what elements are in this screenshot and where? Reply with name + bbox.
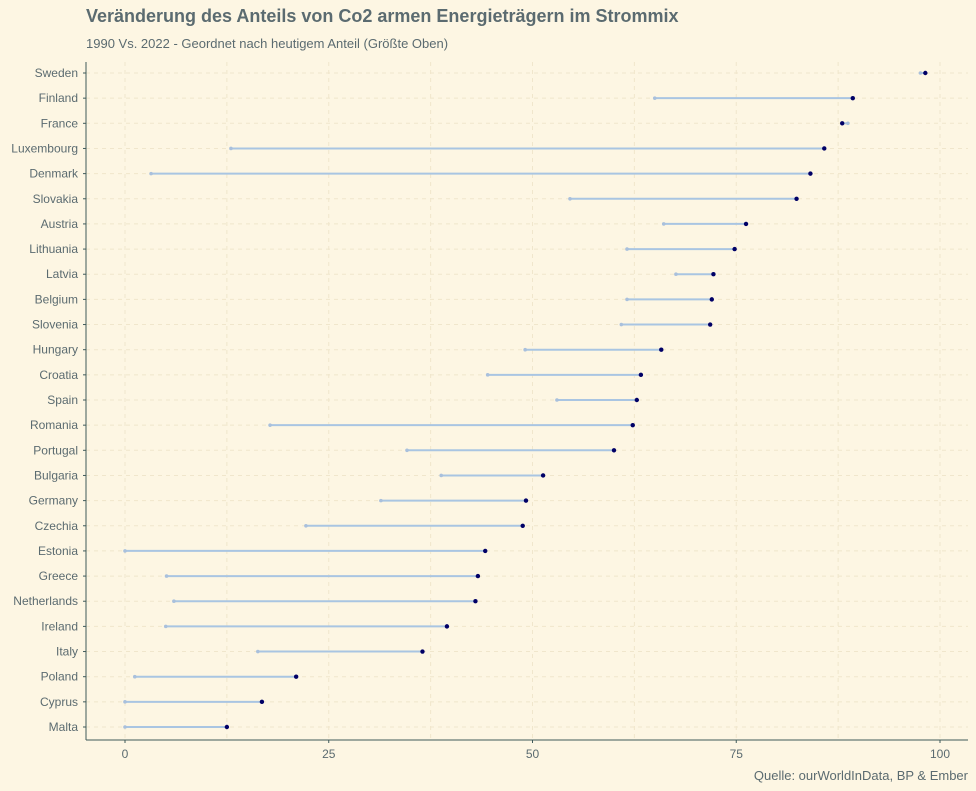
point-2022	[293, 674, 299, 679]
y-tick-label: Hungary	[33, 343, 78, 357]
y-tick-label: Austria	[41, 217, 79, 231]
y-tick-label: Malta	[49, 720, 79, 734]
point-1990	[652, 96, 657, 100]
y-tick-label: Slovenia	[32, 318, 78, 332]
label-layer: 0 25 50 75 100 Sweden Finland France Luxembourg D…	[11, 66, 950, 761]
y-tick-label: Greece	[39, 569, 79, 583]
y-tick-label: Latvia	[46, 267, 78, 281]
point-2022	[794, 196, 799, 201]
point-1990	[164, 574, 169, 578]
x-tick-label: 25	[322, 747, 336, 761]
point-2022	[224, 724, 230, 730]
point-2022	[634, 397, 640, 403]
y-tick-label: Bulgaria	[34, 468, 78, 482]
point-1990	[485, 373, 490, 377]
y-tick-label: Poland	[41, 670, 78, 684]
point-2022	[259, 699, 265, 705]
point-2022	[483, 548, 488, 554]
point-2022	[923, 70, 928, 76]
point-1990	[149, 171, 153, 176]
point-2022	[420, 649, 425, 654]
point-1990	[268, 423, 272, 427]
y-tick-label: France	[41, 116, 79, 130]
point-1990	[625, 247, 629, 251]
point-2022	[743, 221, 749, 227]
point-1990	[625, 297, 629, 302]
y-tick-label: Czechia	[35, 519, 79, 533]
point-1990	[379, 498, 383, 503]
point-2022	[822, 146, 827, 151]
point-1990	[619, 322, 624, 327]
x-tick-label: 100	[930, 747, 950, 761]
point-2022	[475, 573, 481, 579]
point-2022	[659, 347, 664, 352]
y-tick-label: Spain	[47, 393, 78, 407]
point-1990	[163, 624, 168, 629]
y-tick-label: Romania	[30, 418, 78, 432]
point-2022	[523, 498, 529, 503]
point-1990	[674, 272, 678, 277]
point-1990	[918, 71, 923, 75]
point-1990	[568, 196, 572, 201]
x-tick-label: 0	[122, 747, 129, 761]
point-2022	[611, 448, 617, 453]
point-2022	[707, 322, 713, 327]
y-tick-label: Finland	[39, 91, 78, 105]
y-tick-label: Croatia	[39, 368, 78, 382]
segment-layer	[125, 72, 926, 728]
y-tick-label: Lithuania	[29, 242, 78, 256]
point-2022	[711, 272, 716, 277]
point-1990	[846, 121, 850, 126]
point-1990	[661, 222, 666, 226]
point-1990	[172, 599, 176, 604]
point-2022	[840, 121, 845, 126]
point-2022	[473, 599, 478, 604]
chart-subtitle: 1990 Vs. 2022 - Geordnet nach heutigem A…	[86, 36, 449, 51]
point-2022	[732, 246, 737, 252]
y-tick-label: Sweden	[35, 66, 78, 80]
point-2022	[638, 372, 644, 378]
point-1990	[439, 473, 444, 478]
y-tick-label: Cyprus	[40, 695, 78, 709]
point-2022	[520, 523, 525, 528]
point-2022	[850, 95, 855, 101]
y-tick-label: Netherlands	[13, 594, 78, 608]
y-tick-label: Belgium	[35, 292, 78, 306]
y-tick-label: Slovakia	[33, 192, 79, 206]
point-1990	[256, 649, 260, 654]
point-2022	[540, 473, 546, 478]
point-2022	[444, 624, 450, 629]
y-tick-label: Portugal	[33, 443, 78, 457]
point-2022	[709, 297, 714, 302]
point-1990	[123, 700, 127, 704]
y-tick-label: Ireland	[41, 619, 78, 633]
point-1990	[132, 674, 137, 679]
y-tick-label: Luxembourg	[11, 141, 78, 155]
point-1990	[229, 146, 233, 151]
point-1990	[555, 398, 559, 402]
chart-caption: Quelle: ourWorldInData, BP & Ember	[753, 768, 968, 783]
point-2022	[808, 171, 813, 176]
grid-layer	[86, 62, 968, 740]
x-tick-label: 50	[526, 747, 540, 761]
axis-layer	[83, 62, 968, 743]
point-1990	[123, 549, 127, 553]
point-1990	[523, 347, 527, 352]
point-1990	[405, 448, 409, 453]
point-layer	[123, 70, 928, 730]
point-2022	[630, 422, 635, 428]
y-tick-label: Italy	[56, 645, 78, 659]
point-1990	[123, 725, 127, 729]
chart-title: Veränderung des Anteils von Co2 armen En…	[86, 6, 679, 26]
y-tick-label: Germany	[29, 494, 78, 508]
y-tick-label: Denmark	[29, 167, 79, 181]
y-tick-label: Estonia	[38, 544, 78, 558]
point-1990	[304, 523, 308, 528]
x-tick-label: 75	[730, 747, 744, 761]
